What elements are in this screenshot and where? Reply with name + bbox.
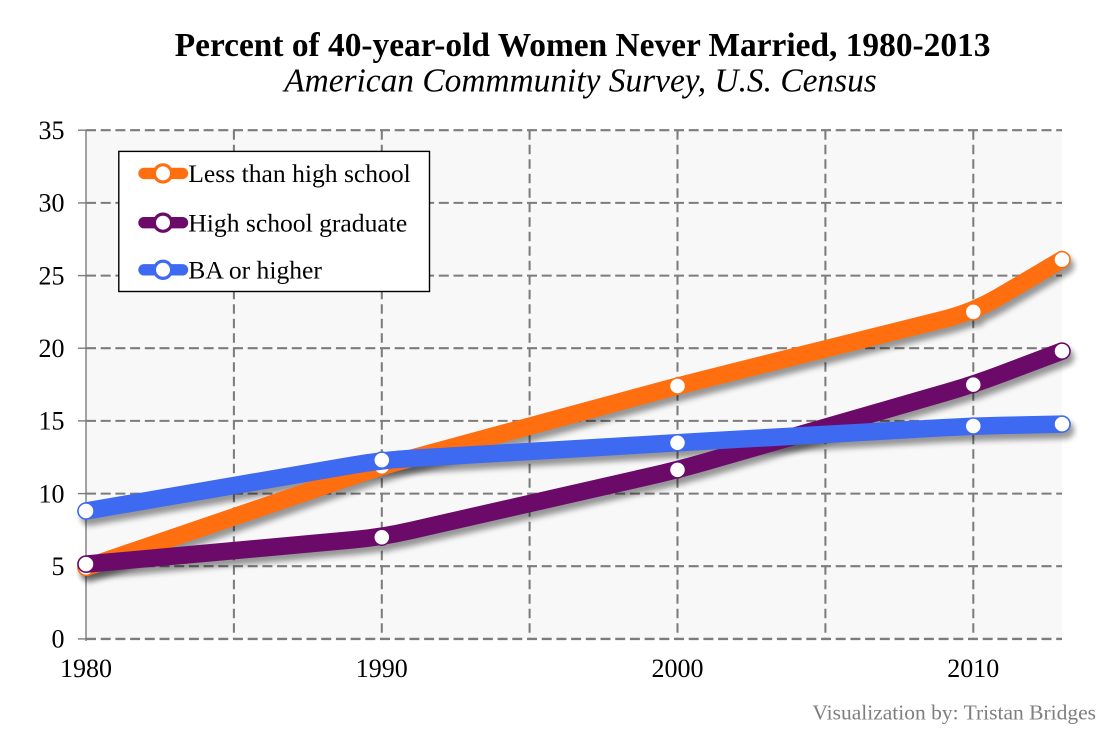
svg-text:0: 0 [52, 625, 65, 654]
svg-text:BA or higher: BA or higher [188, 256, 322, 285]
svg-text:Less than high school: Less than high school [188, 159, 410, 188]
svg-text:High school graduate: High school graduate [188, 208, 407, 237]
svg-text:10: 10 [39, 479, 65, 508]
svg-text:2000: 2000 [652, 654, 704, 683]
svg-text:30: 30 [39, 189, 65, 218]
svg-text:15: 15 [39, 407, 65, 436]
svg-text:American Commmunity Survey, U.: American Commmunity Survey, U.S. Census [282, 63, 877, 100]
svg-text:1990: 1990 [356, 654, 408, 683]
svg-text:Visualization by: Tristan Brid: Visualization by: Tristan Bridges [812, 701, 1096, 725]
svg-text:1980: 1980 [60, 654, 112, 683]
svg-text:35: 35 [39, 116, 65, 145]
svg-text:2010: 2010 [947, 654, 999, 683]
svg-text:25: 25 [39, 261, 65, 290]
svg-text:20: 20 [39, 334, 65, 363]
svg-text:Percent of 40-year-old Women N: Percent of 40-year-old Women Never Marri… [175, 27, 991, 64]
svg-text:5: 5 [52, 552, 65, 581]
